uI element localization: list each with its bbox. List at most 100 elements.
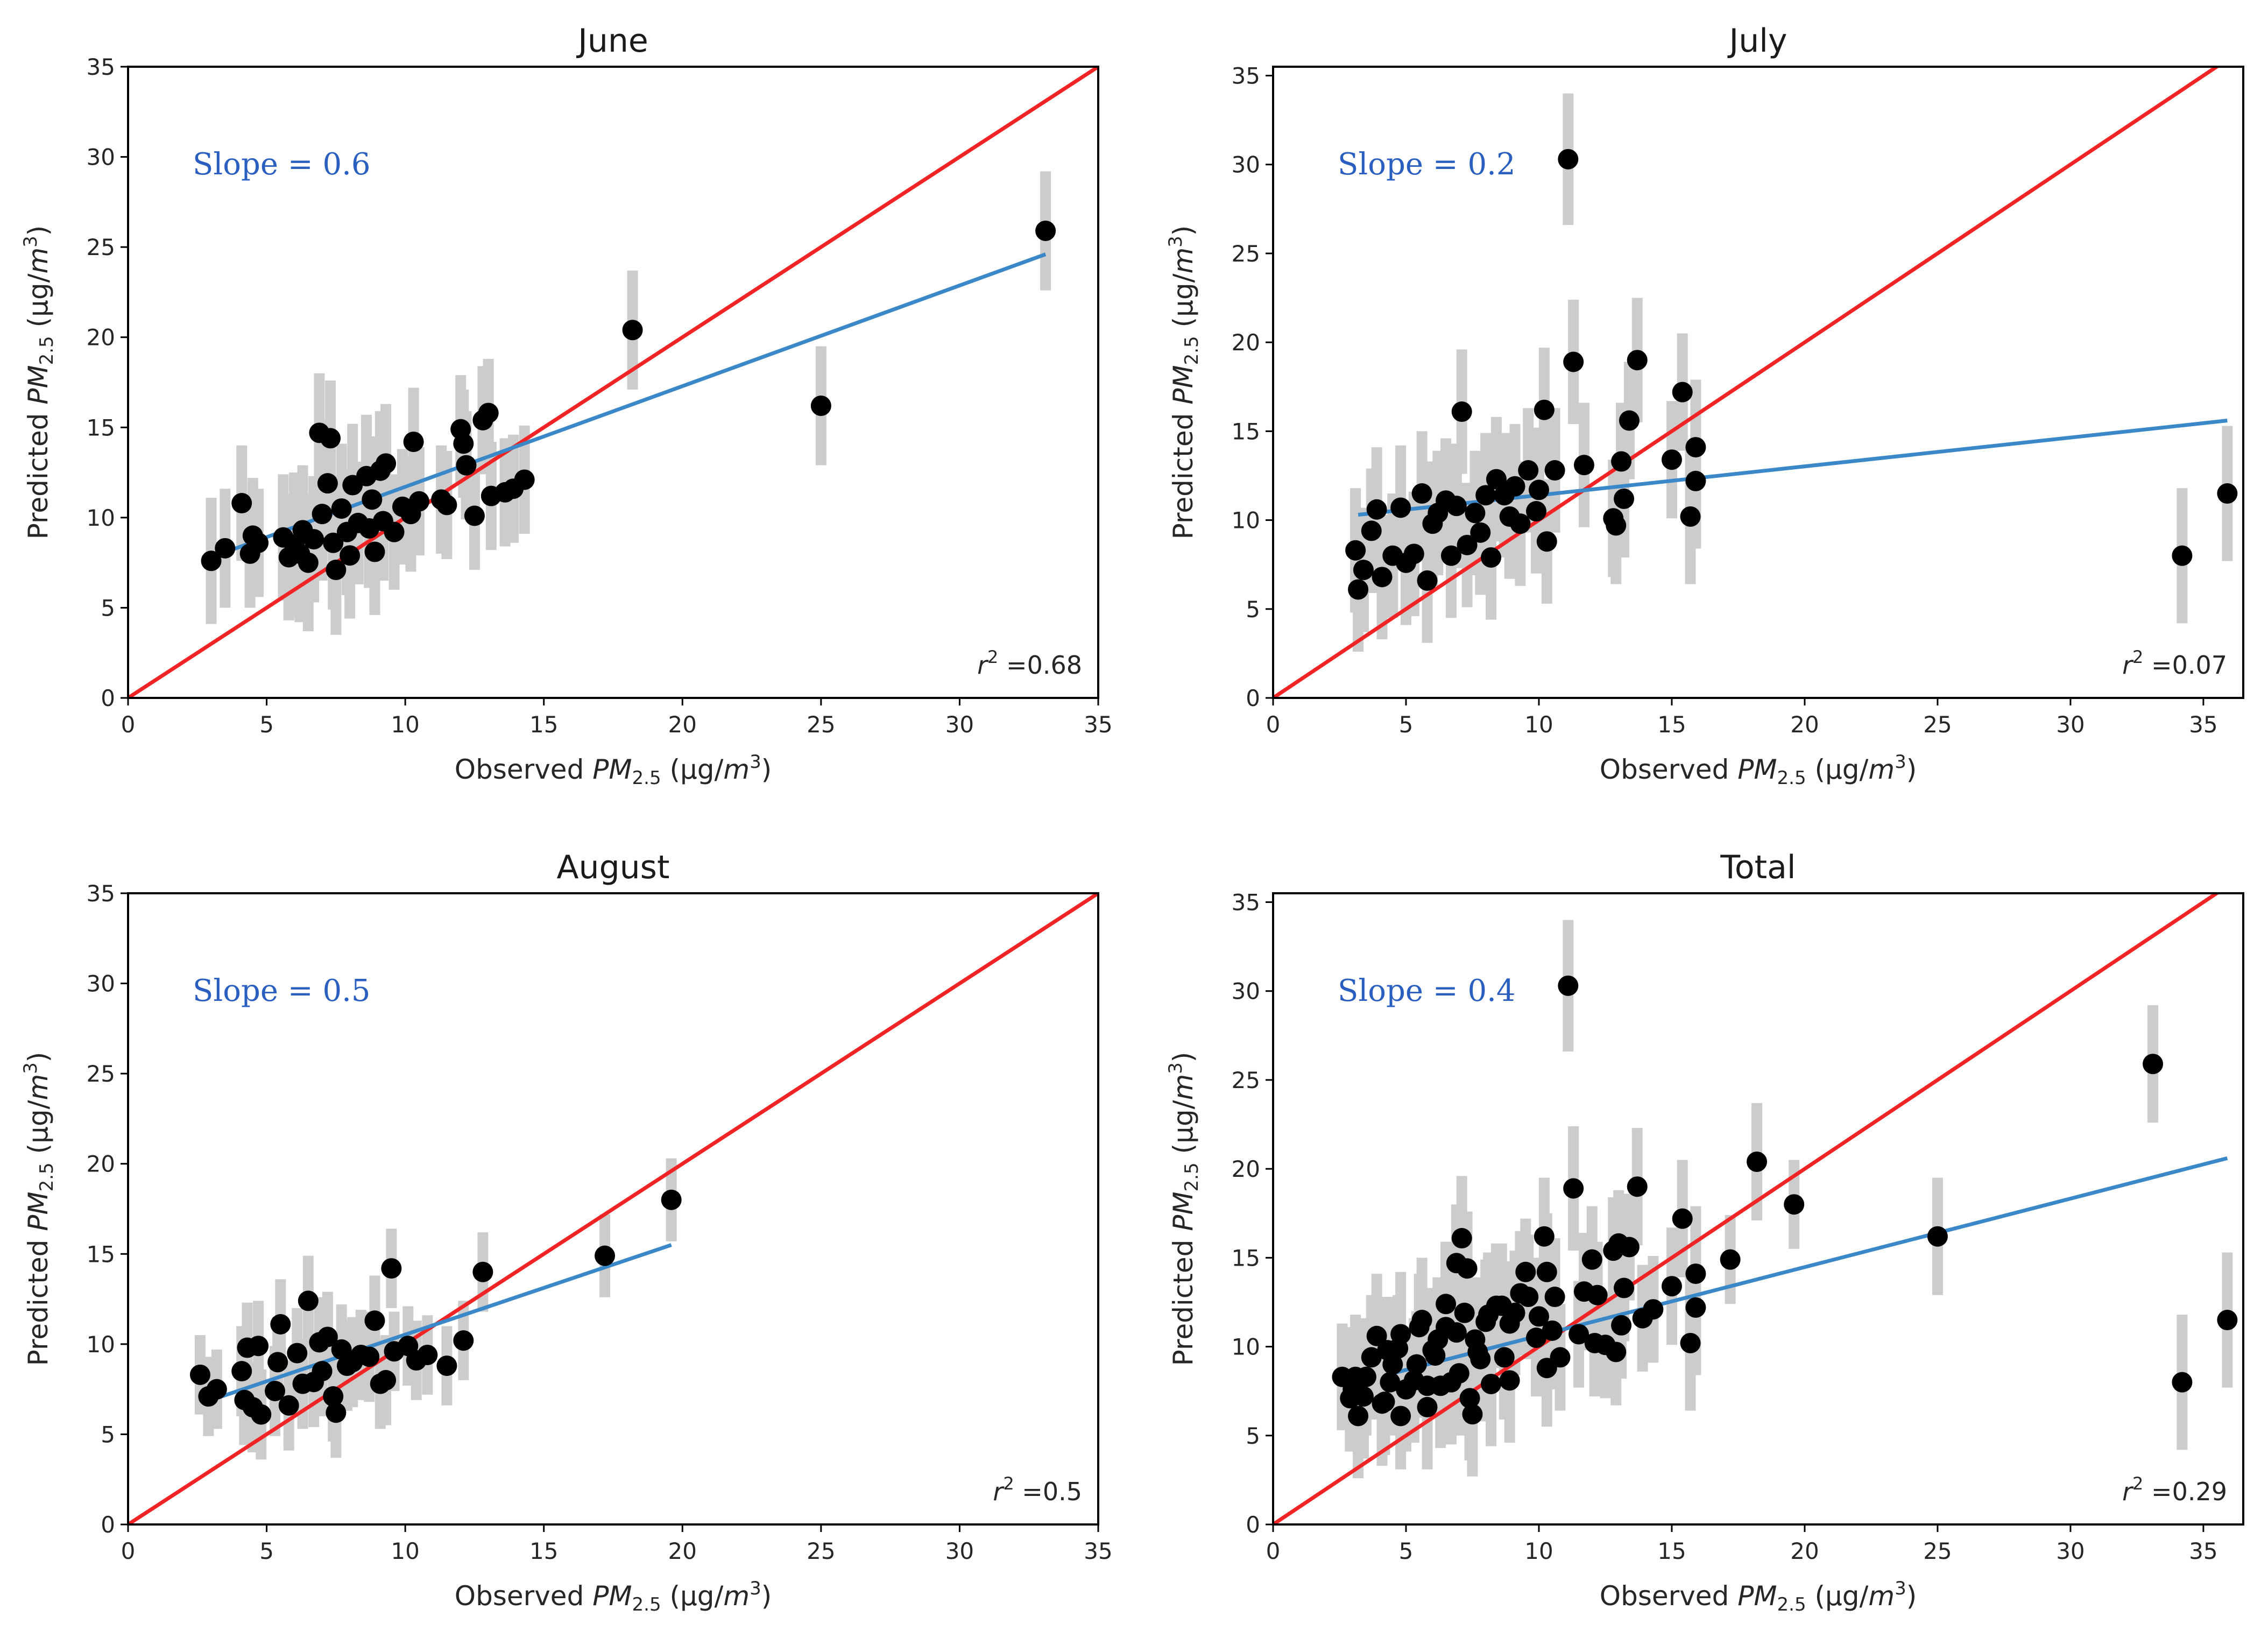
august-title: August <box>557 849 670 886</box>
july-r2-label: r2 =0.07 <box>2122 647 2227 680</box>
y-tick-label: 0 <box>1246 685 1260 711</box>
x-tick-label: 35 <box>2189 711 2217 738</box>
data-point <box>1355 1366 1376 1387</box>
data-point <box>514 469 535 490</box>
july-slope-label: Slope = 0.2 <box>1338 147 1516 182</box>
y-label-part: m <box>1168 248 1199 274</box>
july-x-label: Observed PM2.5 (µg/m3) <box>1600 751 1917 789</box>
data-point <box>1518 460 1539 481</box>
x-tick-label: 15 <box>529 711 558 738</box>
y-tick-label: 25 <box>1232 1067 1260 1093</box>
data-point <box>1470 1348 1491 1369</box>
june-title: June <box>576 22 648 60</box>
data-point <box>312 504 333 525</box>
data-point <box>1449 1363 1469 1384</box>
data-point <box>1544 460 1565 481</box>
june-frame <box>127 66 1099 699</box>
data-point <box>472 1261 493 1282</box>
data-point <box>317 1326 338 1347</box>
data-point <box>1685 1263 1706 1284</box>
r2-symbol: r <box>2122 651 2134 680</box>
data-point <box>1451 401 1472 422</box>
r2-exponent: 2 <box>1003 1473 1014 1494</box>
data-point <box>2143 1054 2164 1075</box>
y-label-part: 2.5 <box>1181 1162 1203 1191</box>
y-tick-label: 35 <box>87 54 115 80</box>
data-point <box>1672 382 1693 403</box>
data-point <box>265 1380 286 1401</box>
y-label-part: 2.5 <box>1181 336 1203 365</box>
data-point <box>1366 499 1387 520</box>
r2-exponent: 2 <box>2132 1473 2143 1494</box>
data-point <box>1475 485 1496 506</box>
x-label-part: 2.5 <box>1777 767 1806 789</box>
y-tick-label: 30 <box>87 144 115 171</box>
july-panel: 0 5 10 15 20 25 30 35 0 5 10 15 20 25 30 35 July Observed… <box>1165 22 2244 789</box>
y-tick-label: 10 <box>1232 1334 1260 1360</box>
y-label-part: ) <box>1168 225 1199 236</box>
x-label-part: PM <box>1737 754 1777 785</box>
data-point <box>1372 567 1393 588</box>
data-point <box>231 493 252 514</box>
data-point <box>1784 1194 1805 1215</box>
data-point <box>270 1314 291 1335</box>
data-point <box>1528 1306 1549 1327</box>
y-tick-label: 25 <box>87 234 115 260</box>
data-point <box>1380 1372 1401 1393</box>
data-point <box>1542 1320 1563 1341</box>
august-panel: 0 5 10 15 20 25 30 35 0 5 10 15 20 25 30 35 August Observ… <box>20 849 1113 1615</box>
total-r2-label: r2 =0.29 <box>2122 1473 2227 1506</box>
data-point <box>622 320 643 341</box>
data-point <box>303 529 324 550</box>
data-point <box>359 1346 380 1367</box>
x-label-part: (µg/ <box>1806 1580 1869 1612</box>
data-point <box>1411 483 1432 504</box>
august-points <box>189 1189 682 1425</box>
y-label-part: (µg/ <box>23 273 54 336</box>
data-point <box>1451 1228 1472 1249</box>
x-tick-label: 5 <box>259 1538 274 1564</box>
data-point <box>1587 1284 1608 1305</box>
data-point <box>1536 1261 1557 1282</box>
x-tick-label: 10 <box>391 711 419 738</box>
data-point <box>1510 513 1531 534</box>
data-point <box>1457 1258 1478 1279</box>
data-point <box>384 521 405 542</box>
x-tick-label: 0 <box>121 1538 136 1564</box>
x-label-part: m <box>1868 1580 1895 1612</box>
y-label-part: PM <box>1168 365 1199 404</box>
y-tick-label: 25 <box>1232 241 1260 267</box>
data-point <box>364 541 385 562</box>
july-title: July <box>1727 22 1787 60</box>
data-point <box>1544 1287 1565 1308</box>
x-tick-label: 10 <box>1524 711 1553 738</box>
data-point <box>1403 543 1424 564</box>
data-point <box>1390 1324 1411 1345</box>
data-point <box>1390 1406 1411 1427</box>
july-frame <box>1272 66 2244 699</box>
data-point <box>189 1364 210 1385</box>
data-point <box>1382 1354 1403 1375</box>
data-point <box>331 498 352 519</box>
data-point <box>436 1355 457 1376</box>
june-r2-label: r2 =0.68 <box>977 647 1082 680</box>
total-y-label: Predicted PM2.5 (µg/m3) <box>1165 1052 1203 1366</box>
y-label-part: ) <box>23 225 54 236</box>
data-point <box>1518 1287 1539 1308</box>
x-label-part: Observed <box>455 754 592 785</box>
r2-symbol: r <box>977 651 989 680</box>
y-label-part: 3 <box>20 1062 41 1074</box>
r2-symbol: r <box>993 1477 1005 1506</box>
data-point <box>1481 547 1502 568</box>
x-tick-label: 25 <box>1923 1538 1952 1564</box>
data-point <box>1606 1342 1627 1362</box>
x-label-part: PM <box>592 754 632 785</box>
august-lines <box>128 893 1098 1524</box>
data-point <box>320 428 341 449</box>
y-tick-label: 0 <box>101 685 115 711</box>
x-label-part: Observed <box>1600 1580 1737 1612</box>
data-point <box>340 545 361 566</box>
data-point <box>1720 1249 1741 1270</box>
y-label-part: Predicted <box>23 1231 54 1366</box>
